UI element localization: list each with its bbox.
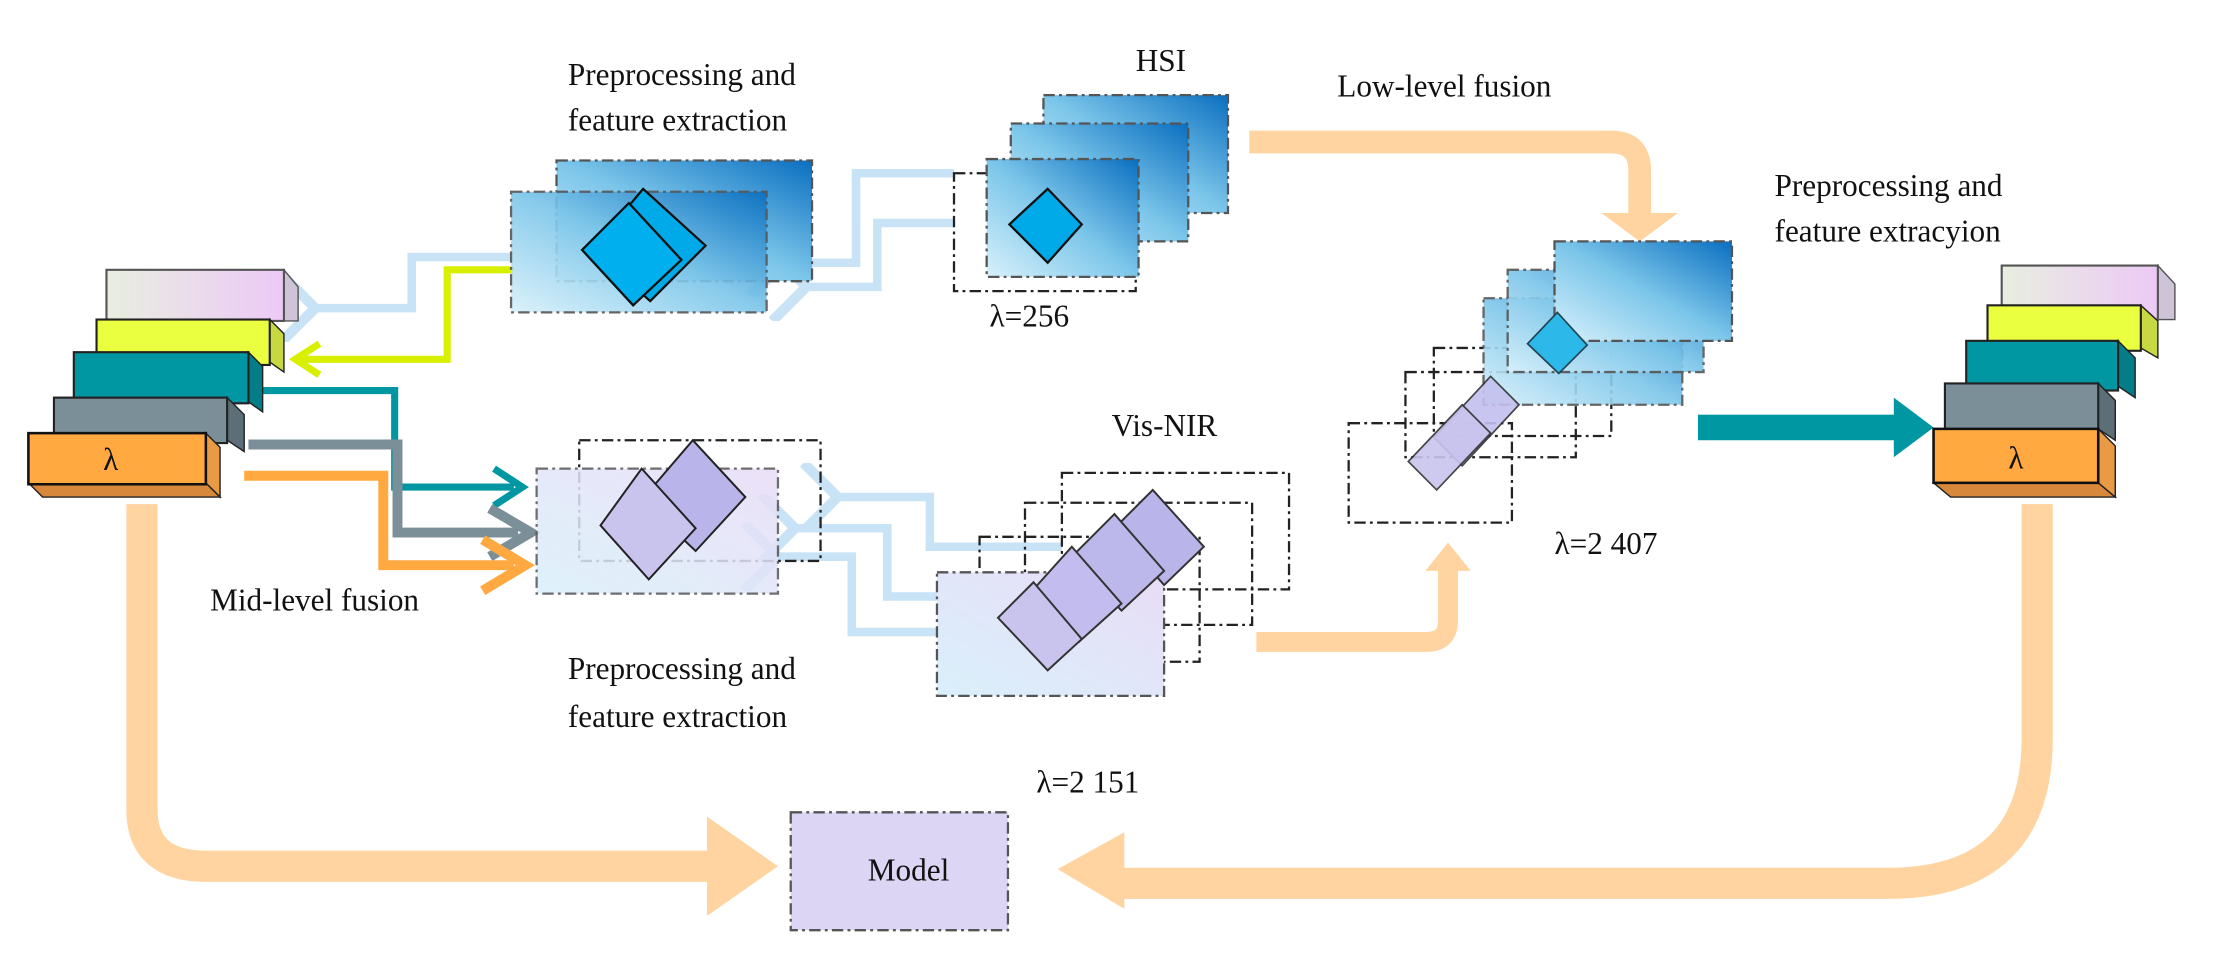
left-to-model-arrow: [126, 504, 778, 916]
orange-mid-arrow: [244, 470, 535, 596]
hsi-image-stack: [952, 94, 1230, 293]
mid-level-fusion-label: Mid-level fusion: [210, 583, 419, 618]
left-stack-lambda: λ: [103, 442, 118, 477]
visnir-to-lowlevel-arrow: [1256, 542, 1471, 652]
model-box: Model: [789, 811, 1010, 932]
teal-arrow-to-right-stack: [1697, 397, 1934, 458]
hsi-feature-maps: [509, 159, 814, 314]
low-level-fusion-label: Low-level fusion: [1337, 69, 1551, 104]
visnir-image-stack: [935, 471, 1291, 697]
lambda-fused-label: λ=2 407: [1555, 526, 1658, 561]
model-label: Model: [868, 852, 950, 887]
top-feature-label-1: Preprocessing and: [568, 57, 796, 92]
yellow-arrow: [288, 266, 514, 378]
right-feature-label-1: Preprocessing and: [1775, 168, 2003, 203]
lambda-visnir-label: λ=2 151: [1036, 764, 1139, 799]
visnir-label: Vis-NIR: [1112, 408, 1218, 443]
left-feature-stack: λ: [26, 268, 299, 499]
right-feature-stack: λ: [1931, 263, 2176, 499]
teal-mid-arrow: [262, 386, 529, 509]
hsi-to-feature-arrows: [784, 168, 954, 287]
right-stack-lambda: λ: [2008, 441, 2023, 476]
right-feature-label-2: feature extracyion: [1775, 213, 2002, 248]
visnir-to-feature-arrows: [778, 497, 1062, 637]
lambda-hsi-label: λ=256: [989, 299, 1069, 334]
right-to-model-arrow: [1057, 504, 2053, 909]
fused-image-stack: [1347, 240, 1734, 524]
low-level-fusion-arrow: [1249, 130, 1679, 242]
bottom-feature-label-1: Preprocessing and: [568, 651, 796, 686]
visnir-feature-maps: [535, 438, 822, 595]
feature-to-stack-arrow: [315, 252, 512, 308]
hsi-label: HSI: [1136, 43, 1186, 78]
bottom-feature-label-2: feature extraction: [568, 699, 788, 734]
top-feature-label-2: feature extraction: [568, 103, 788, 138]
